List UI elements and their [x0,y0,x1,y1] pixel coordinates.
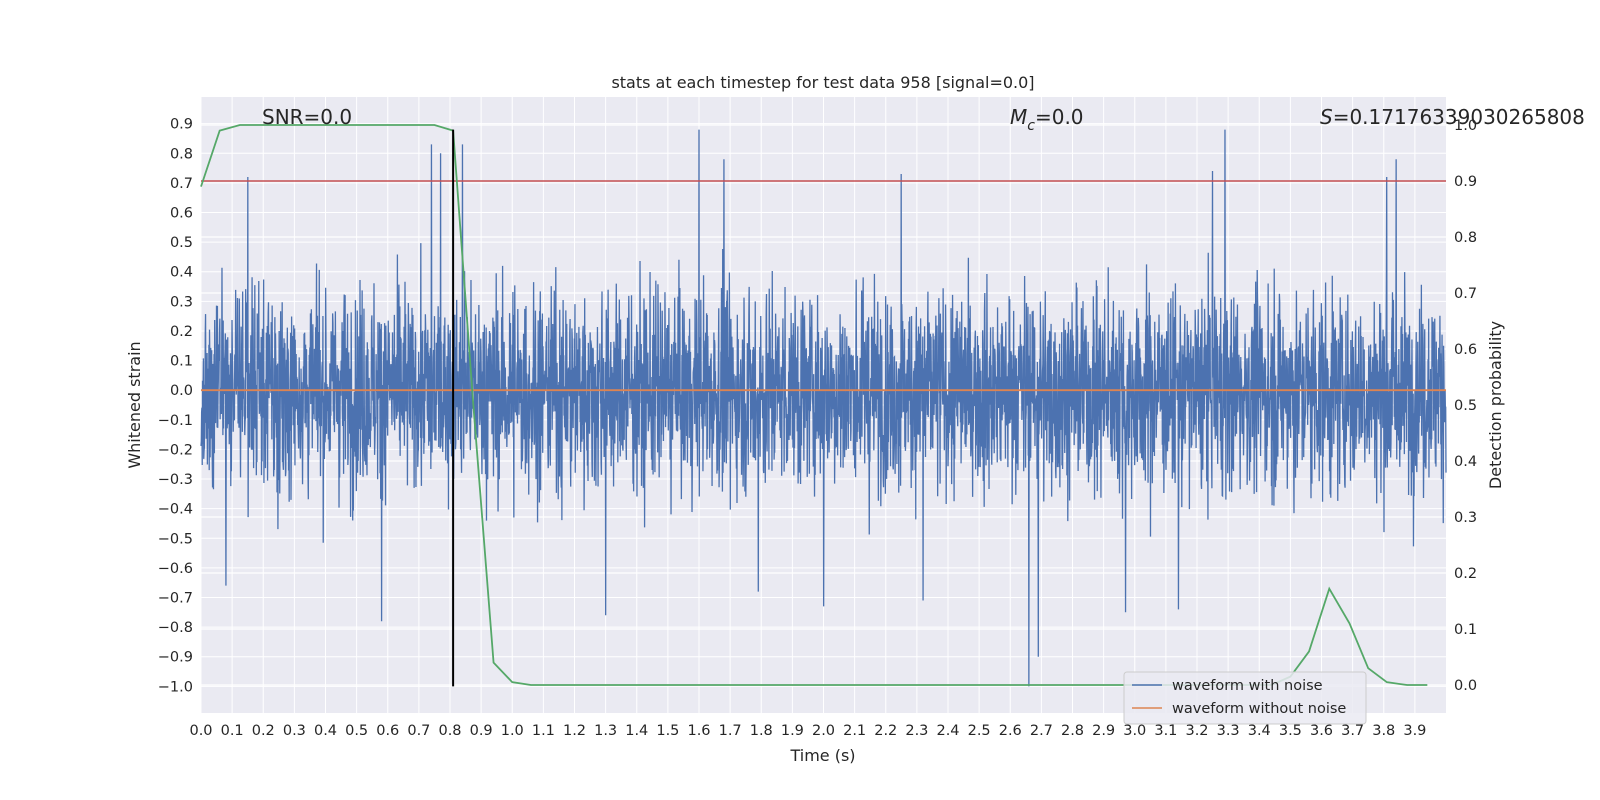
statistic-annotation: S=0.17176339030265808 [1320,105,1585,129]
y-left-axis-label: Whitened strain [125,341,144,468]
x-tick-label: 2.4 [936,723,959,739]
x-tick-label: 2.0 [812,723,835,739]
x-tick-label: 2.9 [1092,723,1115,739]
x-tick-label: 0.0 [189,723,212,739]
x-axis-label: Time (s) [789,746,855,765]
detection-probability-series [200,124,1428,686]
y-right-tick-label: 0.8 [1454,230,1477,246]
detection-probability-line [200,124,1428,686]
chart-title: stats at each timestep for test data 958… [611,73,1034,92]
y-right-tick-labels: 1.0 0.9 0.8 0.7 0.6 0.5 0.4 0.3 0.2 0.1 0.0 [1454,118,1477,694]
y-left-tick-label: −0.7 [158,591,193,607]
y-left-tick-label: 0.7 [170,176,193,192]
y-left-tick-label: −0.2 [158,442,193,458]
y-right-tick-label: 0.6 [1454,342,1477,358]
statistic-value: =0.17176339030265808 [1333,105,1585,129]
x-tick-label: 1.3 [594,723,617,739]
x-tick-label: 0.8 [438,723,461,739]
x-tick-label: 1.1 [532,723,555,739]
x-tick-label: 1.4 [625,723,648,739]
y-right-tick-label: 0.3 [1454,510,1477,526]
x-tick-label: 3.2 [1185,723,1208,739]
legend: waveform with noise waveform without noi… [1123,671,1367,725]
x-tick-label: 0.1 [221,723,244,739]
y-right-axis-label: Detection probability [1486,321,1505,489]
y-right-tick-label: 0.7 [1454,286,1477,302]
y-right-tick-label: 0.0 [1454,678,1477,694]
x-tick-label: 1.8 [750,723,773,739]
legend-label-clean: waveform without noise [1172,701,1346,717]
x-tick-label: 1.0 [501,723,524,739]
x-tick-label: 1.6 [687,723,710,739]
y-left-tick-label: 0.0 [170,383,193,399]
x-tick-label: 0.2 [252,723,275,739]
y-right-tick-label: 0.9 [1454,174,1477,190]
x-tick-label: 2.1 [843,723,866,739]
y-left-tick-label: −0.9 [158,650,193,666]
x-tick-label: 2.5 [968,723,991,739]
x-tick-label: 0.3 [283,723,306,739]
x-tick-label: 2.8 [1061,723,1084,739]
chirp-mass-value: =0.0 [1035,105,1084,129]
y-left-tick-labels: 0.9 0.8 0.7 0.6 0.5 0.4 0.3 0.2 0.1 0.0 −0.1 −0.2 −0… [158,117,193,696]
y-left-tick-label: −0.3 [158,472,193,488]
x-tick-label: 0.9 [470,723,493,739]
y-left-tick-label: −0.4 [158,502,193,518]
y-right-tick-label: 0.1 [1454,622,1477,638]
x-tick-label: 3.7 [1341,723,1364,739]
x-tick-label: 2.6 [999,723,1022,739]
x-tick-labels: 0.0 0.1 0.2 0.3 0.4 0.5 0.6 0.7 0.8 0.9 1.0 1.1 1.2 1… [189,723,1426,739]
chirp-mass-subscript: c [1027,118,1035,134]
y-left-tick-label: 0.6 [170,206,193,222]
y-left-tick-label: −0.1 [158,413,193,429]
y-right-tick-label: 0.4 [1454,454,1477,470]
x-tick-label: 0.4 [314,723,337,739]
y-left-tick-label: 0.1 [170,354,193,370]
x-tick-label: 0.7 [407,723,430,739]
chirp-mass-symbol: M [1010,105,1027,129]
y-left-tick-label: 0.8 [170,146,193,162]
x-tick-label: 3.3 [1217,723,1240,739]
y-left-tick-label: 0.3 [170,294,193,310]
x-tick-label: 2.2 [874,723,897,739]
x-tick-label: 1.9 [781,723,804,739]
y-left-tick-label: 0.2 [170,324,193,340]
x-tick-label: 2.3 [905,723,928,739]
x-tick-label: 3.0 [1123,723,1146,739]
y-left-tick-label: −0.6 [158,561,193,577]
x-tick-label: 2.7 [1030,723,1053,739]
x-tick-label: 0.6 [376,723,399,739]
y-right-tick-label: 0.2 [1454,566,1477,582]
y-right-tick-label: 1.0 [1454,118,1477,134]
x-tick-label: 3.9 [1403,723,1426,739]
y-left-tick-label: 0.4 [170,265,193,281]
y-left-tick-label: −0.8 [158,620,193,636]
x-tick-label: 1.7 [719,723,742,739]
x-tick-label: 3.8 [1372,723,1395,739]
waveform-with-noise-line [200,129,1447,687]
y-left-tick-label: −1.0 [158,679,193,695]
x-tick-label: 3.5 [1279,723,1302,739]
y-left-tick-label: 0.9 [170,117,193,133]
y-right-tick-label: 0.5 [1454,398,1477,414]
x-tick-label: 1.5 [656,723,679,739]
snr-annotation: SNR=0.0 [262,105,352,129]
y-left-tick-label: −0.5 [158,531,193,547]
legend-label-noise: waveform with noise [1172,678,1323,694]
chirp-mass-annotation: Mc=0.0 [1010,105,1084,134]
x-tick-label: 3.1 [1154,723,1177,739]
legend-box [1123,671,1367,725]
x-tick-label: 3.4 [1248,723,1271,739]
waveform-with-noise-series [200,129,1447,687]
x-tick-label: 3.6 [1310,723,1333,739]
y-left-tick-label: 0.5 [170,235,193,251]
statistic-symbol: S [1320,105,1333,129]
x-tick-label: 0.5 [345,723,368,739]
x-tick-label: 1.2 [563,723,586,739]
